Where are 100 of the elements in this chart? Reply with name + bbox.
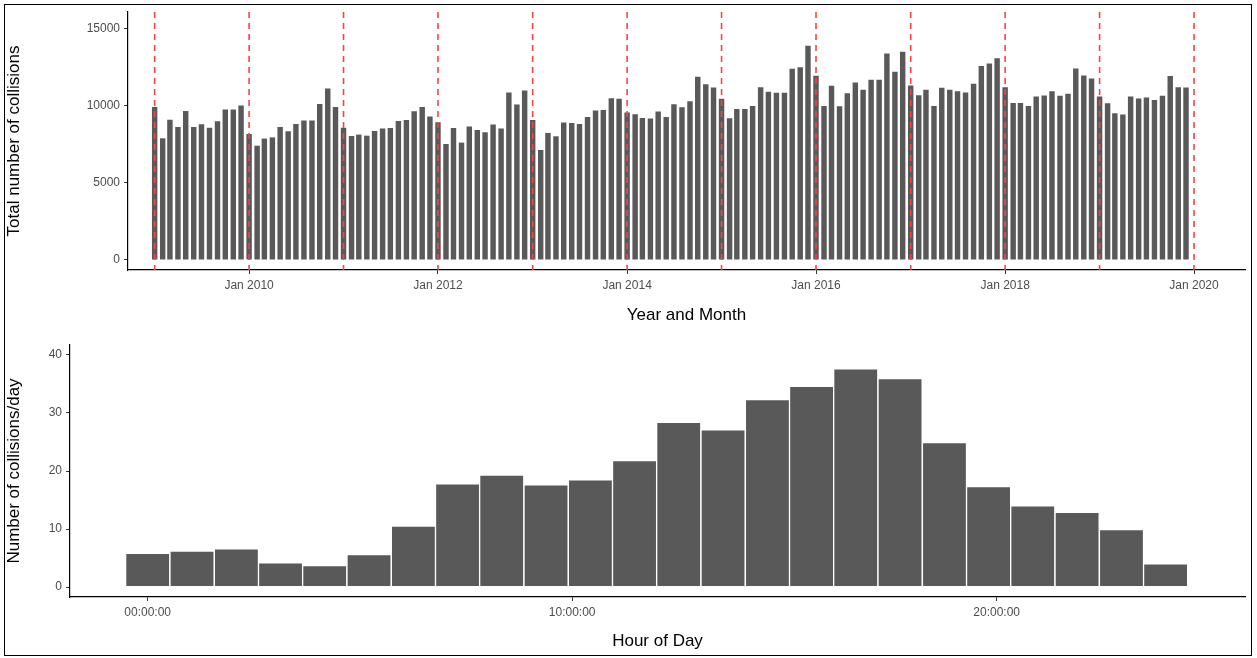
bar [561, 122, 567, 260]
bar [490, 124, 496, 260]
bar [1112, 113, 1118, 260]
bar [1143, 97, 1150, 260]
bar [545, 132, 551, 260]
y-tick-label: 10000 [86, 98, 121, 113]
bar [1175, 87, 1181, 260]
bar [844, 93, 851, 260]
bar [789, 68, 795, 260]
y-tick-label: 5000 [93, 175, 121, 190]
bar [600, 109, 607, 260]
bar [514, 104, 520, 260]
bar [616, 98, 622, 260]
y-tick-label: 0 [55, 579, 63, 594]
bar [371, 130, 378, 260]
bar [1183, 87, 1189, 260]
bar [608, 98, 615, 260]
y-tick-label: 15000 [86, 21, 121, 36]
bar [364, 135, 370, 260]
x-axis-title: Year and Month [626, 305, 747, 325]
bar [860, 89, 866, 260]
bar [537, 150, 544, 260]
bar [206, 127, 213, 260]
bar [663, 116, 669, 260]
bar [916, 95, 922, 260]
bar [1120, 114, 1126, 260]
bar [466, 126, 472, 260]
bar [238, 105, 244, 260]
bar [458, 142, 465, 260]
bar [710, 87, 717, 260]
bar [348, 135, 355, 260]
bar [569, 122, 575, 260]
bar [498, 128, 504, 260]
bar [191, 126, 197, 260]
bar [828, 85, 835, 260]
bar [695, 76, 701, 260]
bar [1033, 96, 1039, 260]
bar [411, 111, 417, 260]
bar [277, 126, 283, 260]
bar [175, 126, 181, 260]
bar [954, 91, 961, 260]
bar [1041, 95, 1047, 260]
bar [734, 108, 740, 260]
x-tick-label: Jan 2016 [791, 277, 842, 292]
bar [892, 71, 898, 260]
bar [899, 51, 906, 260]
bar [765, 91, 772, 260]
bar [1081, 75, 1087, 260]
bar [962, 92, 969, 260]
bar [757, 87, 764, 260]
bar [214, 121, 221, 260]
bar [1104, 103, 1111, 260]
bar [592, 110, 599, 260]
bar [726, 118, 733, 260]
bar [167, 119, 173, 260]
bar [679, 107, 685, 260]
bar [797, 67, 803, 260]
y-tick-label: 30 [48, 405, 63, 420]
x-tick-label: Jan 2012 [413, 277, 463, 292]
bar [805, 45, 811, 260]
bar [742, 108, 748, 260]
bar [403, 119, 410, 260]
bar [687, 101, 693, 260]
bar [986, 63, 993, 260]
bar [923, 89, 929, 260]
bar [198, 124, 205, 260]
bar [978, 66, 985, 260]
x-tick-label: Jan 2020 [1169, 277, 1220, 292]
bar [309, 120, 315, 260]
bar [1049, 91, 1055, 260]
bar [773, 92, 780, 260]
y-axis-title: Total number of collisions [3, 45, 23, 237]
bar [293, 123, 299, 260]
bar [419, 106, 425, 260]
bar [781, 92, 788, 260]
bar [749, 105, 756, 260]
bar [285, 131, 291, 260]
bar [450, 127, 457, 260]
bar [939, 87, 945, 260]
bar [836, 106, 843, 260]
bar [994, 58, 1000, 260]
bar [159, 138, 166, 260]
x-tick-label: Jan 2014 [602, 277, 653, 292]
bar [1159, 95, 1166, 260]
bar [269, 137, 276, 260]
bar [639, 117, 646, 260]
bar [852, 82, 859, 260]
bar [553, 136, 559, 260]
bar [222, 109, 229, 260]
bar [427, 116, 433, 260]
bar [1025, 105, 1032, 260]
bar [671, 104, 677, 260]
bar [182, 110, 189, 260]
bar [1151, 99, 1158, 260]
x-tick-label: Jan 2018 [980, 277, 1031, 292]
bar [931, 105, 937, 260]
bar [1017, 102, 1024, 260]
bar [261, 138, 268, 260]
y-tick-label: 40 [48, 347, 63, 362]
bar [317, 103, 323, 260]
